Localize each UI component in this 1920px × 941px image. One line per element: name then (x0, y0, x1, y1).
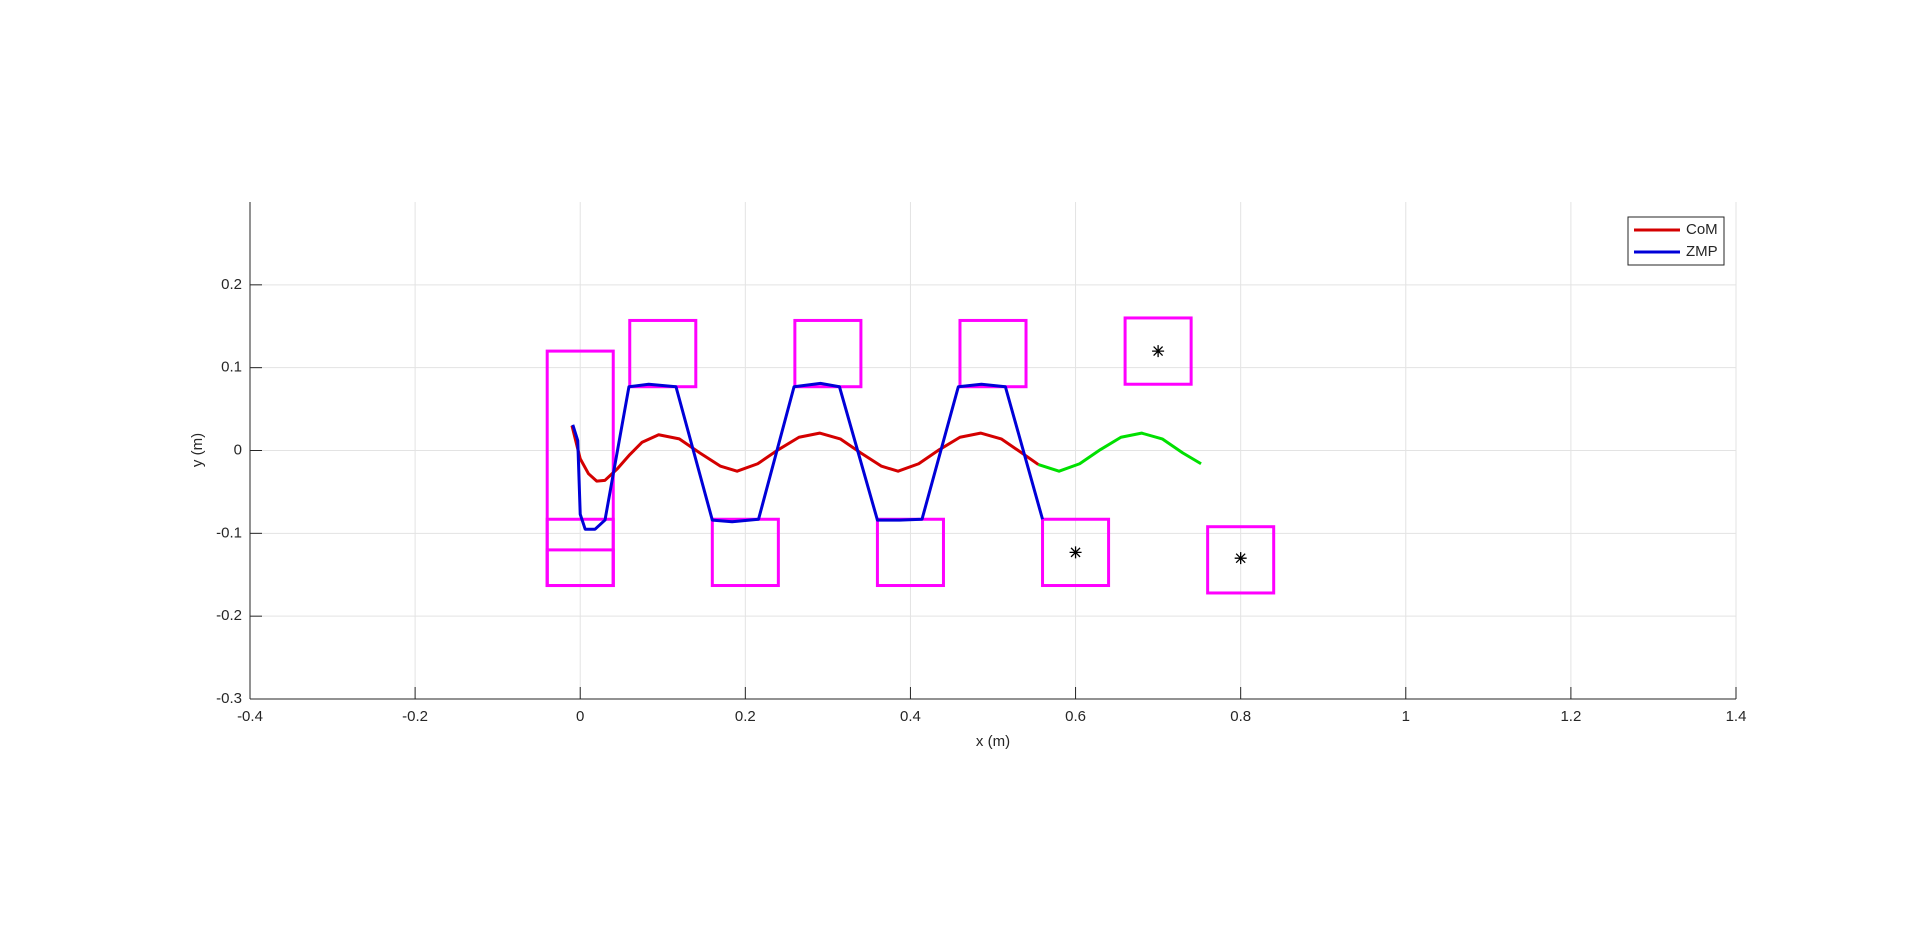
legend-box (1627, 216, 1725, 266)
footstep (1123, 316, 1193, 386)
y-tick-label: 0.1 (221, 359, 242, 376)
series-line (570, 425, 1040, 483)
x-tick-label: -0.4 (237, 708, 263, 725)
legend-label: ZMP (1686, 243, 1718, 260)
y-tick-label: -0.2 (216, 607, 242, 624)
y-tick-label: 0.2 (221, 276, 242, 293)
y-tick-label: -0.3 (216, 690, 242, 707)
footstep (1041, 517, 1111, 588)
series-line (1037, 431, 1202, 473)
footstep (545, 548, 615, 588)
x-tick-label: 0.4 (900, 708, 921, 725)
x-tick-label: 1.2 (1560, 708, 1581, 725)
legend-label: CoM (1686, 221, 1718, 238)
marker (1152, 345, 1165, 358)
x-axis-label: x (m) (976, 733, 1010, 750)
x-tick-label: 0.8 (1230, 708, 1251, 725)
footstep (793, 318, 863, 389)
footstep (1206, 525, 1276, 595)
x-tick-label: 1.4 (1726, 708, 1747, 725)
x-tick-label: 1 (1402, 708, 1410, 725)
marker (1069, 546, 1082, 559)
x-tick-label: 0.6 (1065, 708, 1086, 725)
x-tick-label: 0 (576, 708, 584, 725)
footstep (958, 318, 1028, 389)
y-tick-label: 0 (234, 441, 242, 458)
y-axis-label: y (m) (189, 433, 206, 467)
series-line (571, 381, 1044, 531)
y-tick-label: -0.1 (216, 524, 242, 541)
x-tick-label: -0.2 (402, 708, 428, 725)
footstep (628, 318, 698, 389)
marker (1234, 552, 1247, 565)
x-tick-label: 0.2 (735, 708, 756, 725)
